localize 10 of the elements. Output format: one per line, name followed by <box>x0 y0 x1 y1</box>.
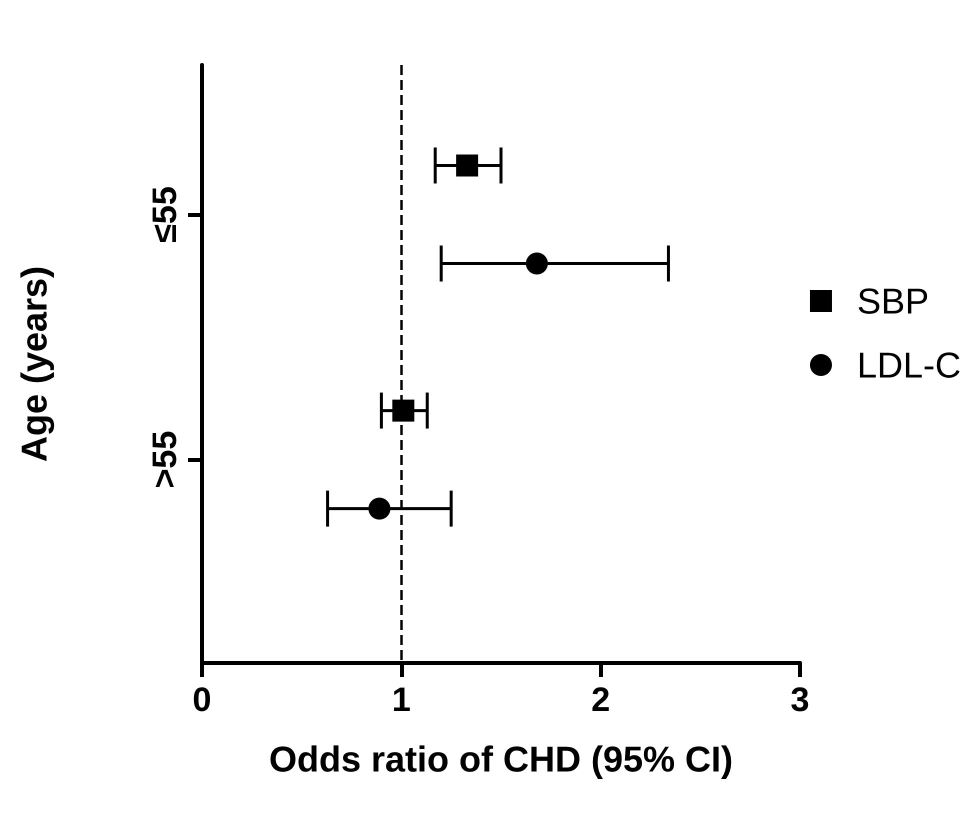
y-axis-title: Age (years) <box>14 266 54 462</box>
x-tick-label: 0 <box>192 681 212 719</box>
y-tick-label: ≤55 <box>146 186 184 243</box>
x-axis-title: Odds ratio of CHD (95% CI) <box>268 738 734 780</box>
x-tick-label: 3 <box>790 681 810 719</box>
legend-label: SBP <box>856 280 930 322</box>
y-tick-label: >55 <box>146 430 184 488</box>
x-tick-label: 2 <box>591 681 610 719</box>
legend-label: LDL-C <box>856 344 962 386</box>
x-tick-label: 1 <box>392 681 411 719</box>
